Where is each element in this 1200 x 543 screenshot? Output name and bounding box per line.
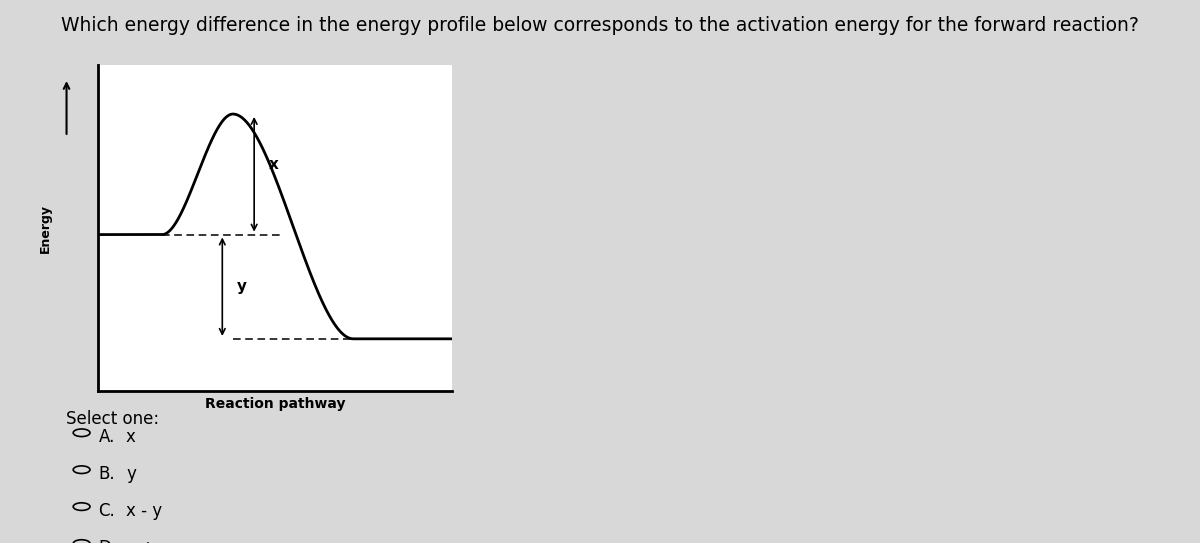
Text: x: x: [126, 428, 136, 446]
Text: x - y: x - y: [126, 502, 162, 520]
Text: D.: D.: [98, 539, 116, 543]
Text: Energy: Energy: [38, 204, 52, 252]
Text: y: y: [236, 279, 246, 294]
Text: Which energy difference in the energy profile below corresponds to the activatio: Which energy difference in the energy pr…: [61, 16, 1139, 35]
Text: y: y: [126, 465, 136, 483]
Text: C.: C.: [98, 502, 115, 520]
Text: x: x: [269, 157, 278, 172]
Text: B.: B.: [98, 465, 115, 483]
X-axis label: Reaction pathway: Reaction pathway: [205, 396, 346, 411]
Text: Select one:: Select one:: [66, 410, 160, 428]
Text: A.: A.: [98, 428, 115, 446]
Text: x + y: x + y: [126, 539, 170, 543]
